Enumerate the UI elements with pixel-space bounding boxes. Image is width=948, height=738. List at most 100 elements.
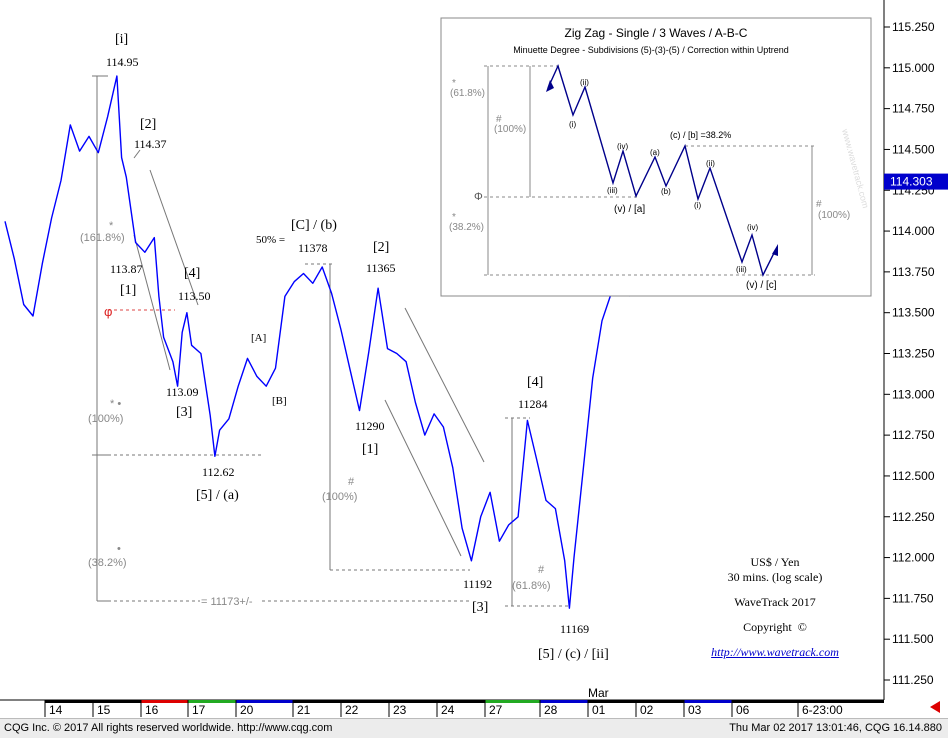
price-label: 114.37 [134,137,167,151]
x-session-bar [588,700,636,703]
channel-line-d [384,399,462,557]
footer-timestamp: Thu Mar 02 2017 13:01:46, CQG 16.14.880 [729,722,942,734]
x-tick-label: 22 [345,703,359,717]
y-tick-label: 113.750 [892,265,935,279]
zigzag-inset: Zig Zag - Single / 3 Waves / A-B-C Minue… [440,17,872,297]
price-label: 112.62 [202,465,235,479]
inset-subtitle: Minuette Degree - Subdivisions (5)-(3)-(… [513,45,789,55]
x-month-label: Mar [588,686,609,700]
wave-label: [C] / (b) [291,218,337,233]
price-label: 113.50 [178,289,211,303]
price-label: 11284 [518,397,548,411]
price-label: 114.95 [106,55,139,69]
x-tick-label: 14 [49,703,63,717]
price-label: 113.09 [166,385,199,399]
price-label: 11192 [463,577,492,591]
x-session-bar [798,700,884,703]
y-axis-ticks: 115.250115.000114.750114.500114.250114.0… [884,20,935,687]
channel-line-a [149,169,199,306]
wave-label: [1] [120,283,136,298]
x-session-bar [636,700,684,703]
current-price-marker: 114.303 [884,173,948,190]
fib-dot: • [117,543,121,555]
x-tick-label: 27 [489,703,503,717]
x-session-bar [141,700,188,703]
y-tick-label: 115.000 [892,61,935,75]
fib-target-label: = 11173+/- [201,596,253,608]
inset-left-label: * [452,212,456,223]
wave-label: [3] [472,600,488,615]
x-tick-label: 23 [393,703,407,717]
fib-label-100b: (100%) [322,491,357,503]
x-session-bar [45,700,93,703]
inset-left-label: (61.8%) [450,88,485,99]
inset-wave-label: (v) / [a] [614,204,645,215]
y-tick-label: 112.250 [892,510,935,524]
pointer-114-37 [133,149,141,159]
x-session-bar [188,700,236,703]
price-label: 11169 [560,622,589,636]
x-tick-label: 21 [297,703,311,717]
fib-label-618: (61.8%) [512,580,551,592]
x-tick-label: 15 [97,703,111,717]
price-label: 113.87 [110,262,143,276]
wave-label: [A] [251,332,266,344]
x-tick-label: 17 [192,703,206,717]
y-tick-label: 111.500 [892,632,934,646]
x-session-bar [485,700,540,703]
y-tick-label: 112.500 [892,469,935,483]
copyright-icon: © [797,620,807,634]
x-session-bar [437,700,485,703]
inset-wave-label: (i) [694,201,701,210]
y-tick-label: 114.750 [892,102,935,116]
x-axis-ticks: 14 15 16 17 20 21 22 23 24 27 28 01 02 03 06 6-23:00 Mar [44,686,884,717]
x-tick-label: 03 [688,703,702,717]
inset-wave-line [547,64,776,277]
y-tick-label: 111.250 [892,673,934,687]
footer-copyright: CQG Inc. © 2017 All rights reserved worl… [4,722,333,734]
wave-label: [4] [527,375,543,390]
inset-wave-label: (c) / [b] =38.2% [670,130,731,140]
channel-line-b [133,234,171,371]
x-tick-label: 24 [441,703,455,717]
x-tick-label: 02 [640,703,654,717]
y-tick-label: 113.250 [892,347,935,361]
inset-wave-label: (iv) [747,223,758,232]
phi-symbol: φ [104,304,112,319]
wave-label: [5] / (c) / [ii] [538,647,609,662]
x-session-bar [236,700,293,703]
x-tick-label: 28 [544,703,558,717]
y-tick-label: 114.000 [892,224,935,238]
wave-label: [i] [115,32,128,47]
scroll-left-arrow-icon[interactable] [930,701,940,713]
inset-wave-label: (iii) [736,265,747,274]
fib-hash: # [538,564,545,576]
wave-label: [2] [140,117,156,132]
copyright-line: Copyright © [690,620,860,635]
inset-left-label: (38.2%) [449,222,484,233]
x-tick-label: 16 [145,703,159,717]
x-session-bar [684,700,732,703]
guide-lines [92,75,570,607]
fib-label-100: (100%) [88,413,123,425]
inset-wave-label: (iii) [607,186,618,195]
wavetrack-link[interactable]: http://www.wavetrack.com [711,645,839,659]
wave-label: [B] [272,395,287,407]
pair-label: US$ / Yen [750,555,800,569]
inset-arrow-end [772,244,778,256]
inset-title: Zig Zag - Single / 3 Waves / A-B-C [565,26,748,40]
y-tick-label: 111.750 [892,591,934,605]
x-tick-label: 06 [736,703,750,717]
inset-left-label: * [452,78,456,89]
fib-label-382: (38.2%) [88,557,127,569]
x-tick-label: 01 [592,703,606,717]
inset-left-label: (100%) [494,124,526,135]
inset-wave-label: (ii) [706,159,715,168]
inset-left-label: Φ [474,191,483,203]
x-session-bar [93,700,141,703]
price-label: 11290 [355,419,385,433]
price-chart: 115.250115.000114.750114.500114.250114.0… [0,0,948,717]
price-label: 11365 [366,261,396,275]
inset-right-label: (100%) [818,210,850,221]
inset-wave-label: (b) [661,187,671,196]
